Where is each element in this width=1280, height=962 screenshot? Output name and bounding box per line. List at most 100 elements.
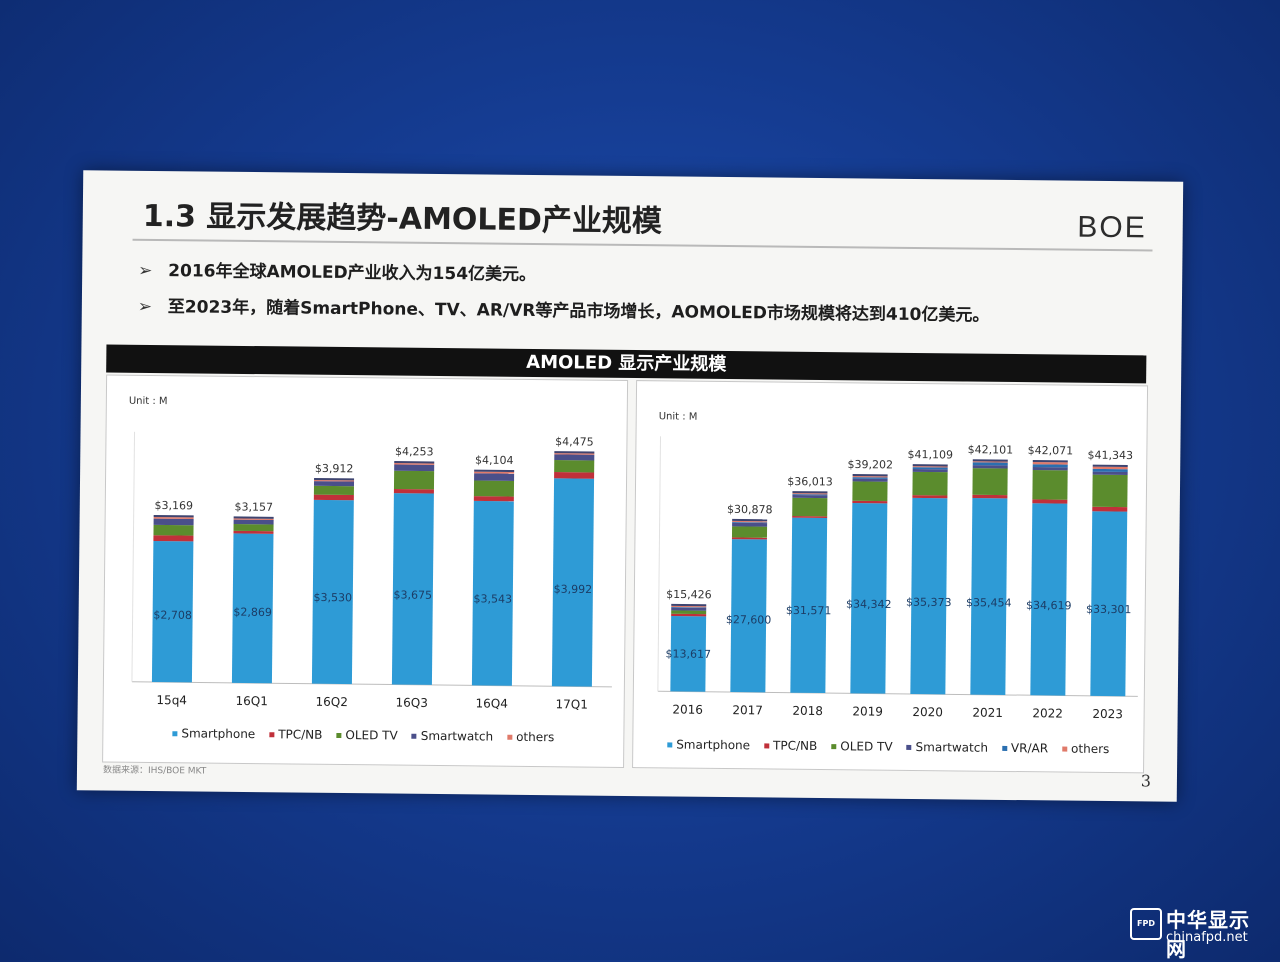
bar-total-label: $30,878: [727, 503, 773, 516]
bar-segment-smartwatch: [1032, 466, 1068, 471]
legend-swatch-icon: [764, 743, 770, 749]
bar-segment-smartphone: [850, 502, 888, 694]
bar-segment-smartphone: [231, 533, 274, 684]
y-axis-line: [131, 431, 136, 682]
x-axis-line: [131, 681, 612, 688]
smartphone-value-label: $34,342: [846, 598, 892, 611]
slide-title: 1.3 显示发展趋势-AMOLED产业规模: [142, 198, 663, 240]
bar-segment-smartwatch: [671, 607, 707, 611]
bar-segment-smartwatch: [394, 464, 435, 472]
legend-item-oled-tv: OLED TV: [831, 739, 893, 754]
bar-segment-oled-tv: [852, 481, 888, 502]
legend-item-smartwatch: Smartwatch: [906, 740, 989, 755]
bar-segment-others: [912, 466, 948, 468]
bar-segment-others: [1092, 466, 1128, 470]
smartphone-value-label: $3,530: [313, 591, 352, 604]
x-tick-label: 16Q4: [475, 696, 508, 710]
quarterly-revenue-chart: $3,169 $2,708 15q4 $3,157 $2,869 16Q1 $3,912 $3…: [131, 431, 612, 712]
bar-segment-tpc-nb: [233, 530, 274, 534]
x-tick-label: 2017: [732, 703, 763, 717]
bar-total-label: $3,912: [315, 462, 354, 475]
legend-label: VR/AR: [1010, 741, 1049, 756]
bar-segment-others: [852, 476, 888, 478]
legend-swatch-icon: [1001, 745, 1007, 751]
smartphone-value-label: $3,992: [554, 583, 593, 596]
bar-segment-oled-tv: [972, 468, 1008, 496]
bar-segment-oled-tv: [912, 471, 948, 496]
bar-total-label: $42,101: [968, 443, 1014, 456]
bar-segment-smartphone: [1090, 511, 1128, 697]
bar-cap: [792, 491, 828, 494]
bar-segment-smartwatch: [554, 454, 595, 461]
bar-total-label: $4,253: [395, 445, 434, 458]
site-watermark: FPD 中华显示网 chinafpd.net: [1130, 902, 1270, 961]
bar-segment-tpc-nb: [731, 537, 767, 540]
bar-segment-others: [732, 520, 768, 523]
bar-segment-others: [554, 453, 595, 455]
bar-segment-tpc-nb: [792, 516, 828, 519]
bar-segment-tpc-nb: [1032, 499, 1068, 504]
bar-segment-vr-ar: [912, 467, 948, 470]
bar-segment-smartphone: [151, 540, 194, 683]
legend-swatch-icon: [336, 732, 342, 738]
bar-segment-others: [671, 605, 707, 608]
arrow-bullet-icon: ➢: [138, 260, 153, 281]
annual-revenue-chart: $15,426 $13,617 2016 $30,878 $27,600 2017 $36,…: [657, 436, 1138, 721]
legend-swatch-icon: [667, 742, 673, 748]
bullet-list: ➢ 2016年全球AMOLED产业收入为154亿美元。 ➢ 至2023年，随着Sma…: [138, 253, 990, 334]
legend-item-tpc-nb: TPC/NB: [269, 727, 323, 742]
bar-segment-smartwatch: [912, 469, 948, 473]
bar-total-label: $4,475: [555, 435, 594, 448]
bar-segment-smartwatch: [852, 478, 888, 482]
watermark-cn: 中华显示网: [1166, 908, 1250, 961]
smartphone-value-label: $31,571: [786, 604, 832, 617]
smartphone-value-label: $13,617: [665, 647, 711, 660]
page-number: 3: [1140, 771, 1152, 791]
watermark-en: chinafpd.net: [1166, 930, 1248, 945]
bar-segment-tpc-nb: [671, 613, 707, 617]
annual-chart-panel: Unit : M $15,426 $13,617 2016 $30,878 $27,60…: [632, 380, 1149, 774]
smartphone-value-label: $3,675: [394, 588, 433, 601]
bar-segment-smartphone: [311, 499, 354, 685]
bar-segment-tpc-nb: [473, 496, 514, 502]
quarterly-chart-panel: Unit : M $3,169 $2,708 15q4 $3,157 $2,869 16Q…: [102, 374, 629, 768]
bar-segment-oled-tv: [554, 460, 595, 473]
legend-label: OLED TV: [840, 739, 893, 754]
legend-label: others: [516, 729, 555, 745]
bullet-text: 2016年全球AMOLED产业收入为154亿美元。: [168, 261, 537, 286]
legend-label: Smartwatch: [915, 740, 989, 755]
legend-item-smartwatch: Smartwatch: [411, 729, 493, 744]
bar-segment-smartwatch: [792, 494, 828, 499]
boe-logo: BOE: [1077, 210, 1147, 245]
legend-swatch-icon: [906, 744, 912, 750]
bar-segment-others: [233, 518, 274, 521]
bar-segment-oled-tv: [1032, 470, 1068, 500]
bar-segment-others: [972, 461, 1008, 463]
smartphone-value-label: $33,301: [1086, 603, 1132, 616]
x-tick-label: 17Q1: [555, 697, 588, 711]
bar-segment-smartwatch: [972, 465, 1008, 469]
bar-segment-smartwatch: [313, 481, 355, 487]
bar-segment-smartwatch: [1092, 471, 1128, 476]
x-axis-line: [657, 690, 1138, 697]
bar-segment-smartwatch: [233, 519, 274, 525]
x-tick-label: 2020: [912, 705, 943, 719]
bar-segment-others: [153, 516, 194, 519]
x-tick-label: 16Q3: [395, 696, 428, 710]
bar-total-label: $36,013: [787, 475, 833, 488]
bar-segment-smartphone: [391, 493, 434, 685]
bar-segment-tpc-nb: [972, 494, 1008, 499]
bar-segment-smartphone: [471, 500, 514, 686]
presentation-slide: 1.3 显示发展趋势-AMOLED产业规模 BOE ➢ 2016年全球AMOLED…: [76, 170, 1184, 802]
bar-segment-smartphone: [730, 539, 767, 693]
x-tick-label: 16Q1: [235, 694, 268, 708]
x-tick-label: 2016: [672, 702, 703, 716]
legend-item-others: others: [1062, 742, 1109, 756]
arrow-bullet-icon: ➢: [137, 296, 153, 317]
bar-segment-oled-tv: [233, 524, 274, 532]
bar-segment-smartwatch: [732, 522, 768, 527]
bar-cap: [1032, 459, 1068, 463]
bar-segment-tpc-nb: [393, 488, 434, 494]
legend-label: Smartphone: [181, 726, 256, 742]
legend-label: TPC/NB: [773, 738, 818, 753]
